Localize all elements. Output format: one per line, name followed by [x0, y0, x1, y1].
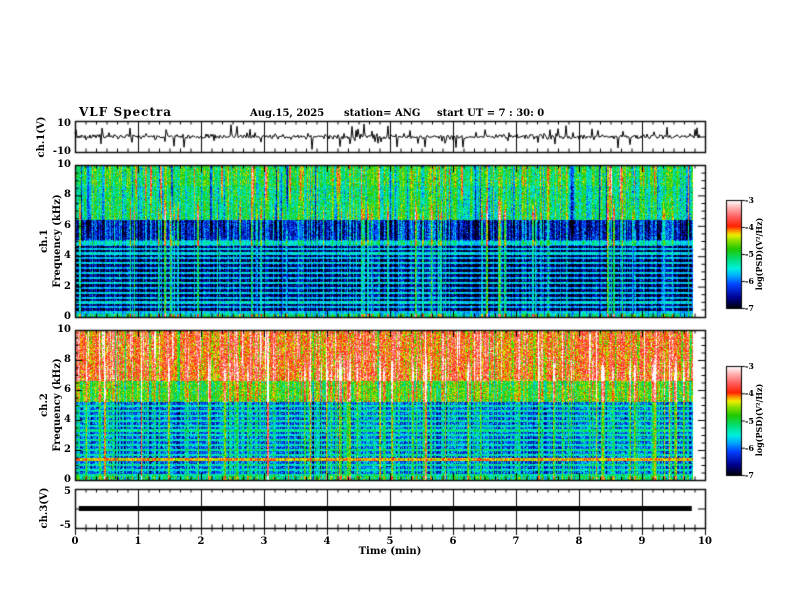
- spec2-y-tick-label: 0: [64, 474, 71, 485]
- spec1-y-tick-label: 4: [64, 250, 71, 262]
- x-tick-label: 6: [449, 536, 457, 547]
- figure-station: station= ANG: [344, 108, 421, 119]
- figure-start-ut: start UT = 7 : 30: 0: [437, 108, 545, 119]
- spec2-y-tick-label: 6: [64, 384, 71, 395]
- x-tick-label: 5: [386, 536, 394, 547]
- spec1-y-tick-label: 0: [64, 311, 71, 322]
- spec2-y-tick-label: 2: [64, 444, 71, 455]
- spec1-y-tick-label: 2: [64, 280, 71, 292]
- spec1-freq-ylabel: Frequency (kHz): [52, 194, 63, 288]
- spec1-y-tick-label: 10: [57, 159, 71, 170]
- colorbar1-tick-label: -7: [745, 303, 754, 313]
- x-tick-label: 3: [260, 536, 268, 547]
- colorbar2-tick-label: -4: [745, 388, 754, 399]
- x-tick-label: 9: [638, 536, 646, 547]
- x-tick-label: 8: [575, 536, 583, 547]
- spec2-channel-label: ch.2: [39, 393, 50, 417]
- colorbar1-tick-label: -4: [745, 222, 754, 232]
- colorbar1-tick-label: -3: [745, 195, 754, 205]
- figure-date: Aug.15, 2025: [250, 108, 325, 119]
- figure-title: VLF Spectra: [79, 105, 173, 119]
- colorbar1-tick-label: -6: [745, 276, 754, 286]
- ch1-wave-tick-label: -10: [52, 146, 71, 157]
- x-tick-label: 1: [134, 536, 142, 547]
- ch3-wave-tick-label: -5: [59, 520, 71, 531]
- colorbar1-tick-label: -5: [745, 249, 754, 259]
- ch1-wave-tick-label: 10: [57, 118, 71, 129]
- colorbar2-label: log(PSD)(V²/Hz): [754, 383, 764, 457]
- spec2-y-tick-label: 8: [64, 354, 71, 365]
- colorbar2-tick-label: -7: [745, 470, 754, 480]
- spec2-y-tick-label: 4: [64, 414, 71, 425]
- spec1-channel-label: ch.1: [39, 229, 50, 253]
- colorbar2-tick-label: -6: [745, 442, 754, 453]
- x-tick-label: 7: [512, 536, 520, 547]
- x-axis-label: Time (min): [358, 546, 422, 557]
- colorbar2-tick-label: -5: [745, 415, 754, 426]
- x-tick-label: 4: [323, 536, 331, 547]
- colorbar2-tick-label: -3: [745, 361, 754, 371]
- ch3-wave-tick-label: 5: [64, 486, 71, 497]
- colorbar1-label: log(PSD)(V²/Hz): [754, 217, 764, 291]
- spec2-freq-ylabel: Frequency (kHz): [52, 358, 63, 452]
- x-tick-label: 10: [698, 536, 712, 547]
- x-tick-label: 2: [197, 536, 205, 547]
- x-tick-label: 0: [71, 536, 79, 547]
- spec2-y-tick-label: 10: [57, 324, 71, 335]
- spec1-y-tick-label: 8: [64, 189, 71, 201]
- spec1-y-tick-label: 6: [64, 219, 71, 231]
